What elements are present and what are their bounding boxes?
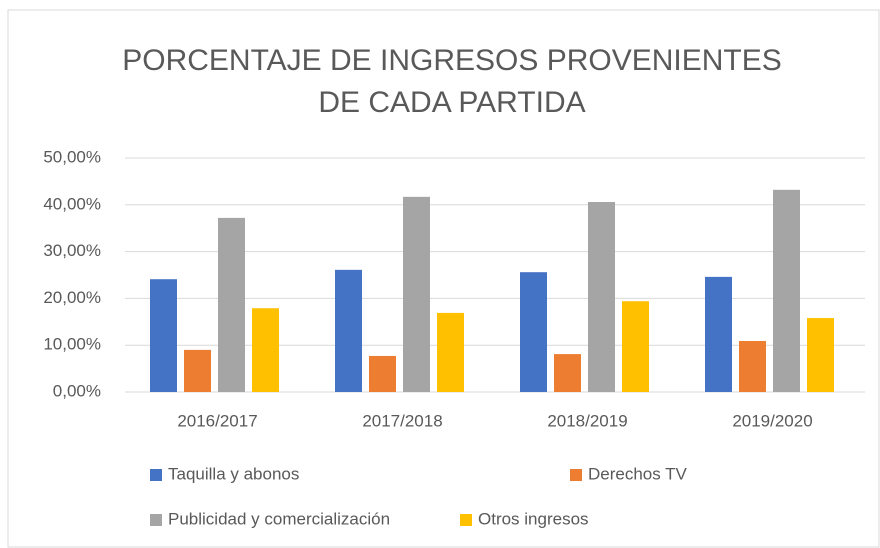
- legend-swatch: [460, 514, 472, 526]
- y-tick-label: 10,00%: [43, 335, 101, 354]
- legend-label: Derechos TV: [588, 464, 688, 483]
- bar: [403, 196, 430, 392]
- y-tick-label: 0,00%: [53, 381, 101, 400]
- bar: [807, 318, 834, 392]
- x-tick-label: 2016/2017: [177, 411, 257, 430]
- bar: [218, 217, 245, 392]
- legend-swatch: [570, 469, 582, 481]
- bar: [369, 355, 396, 392]
- bar: [184, 349, 211, 392]
- x-tick-label: 2018/2019: [547, 411, 627, 430]
- legend-swatch: [150, 469, 162, 481]
- legend-label: Taquilla y abonos: [168, 464, 299, 483]
- bar: [705, 276, 732, 392]
- x-tick-label: 2017/2018: [362, 411, 442, 430]
- bar: [739, 340, 766, 392]
- chart-title: DE CADA PARTIDA: [318, 86, 585, 119]
- bar: [520, 272, 547, 392]
- bar: [437, 312, 464, 392]
- legend-label: Otros ingresos: [478, 509, 589, 528]
- bar: [335, 269, 362, 392]
- bar: [150, 279, 177, 392]
- bar: [773, 189, 800, 392]
- legend-label: Publicidad y comercialización: [168, 509, 390, 528]
- legend-swatch: [150, 514, 162, 526]
- chart-border: [7, 9, 880, 548]
- chart-title: PORCENTAJE DE INGRESOS PROVENIENTES: [122, 44, 782, 77]
- bar: [252, 308, 279, 392]
- y-tick-label: 20,00%: [43, 288, 101, 307]
- y-tick-label: 40,00%: [43, 194, 101, 213]
- bar: [622, 301, 649, 392]
- x-tick-label: 2019/2020: [732, 411, 812, 430]
- bar: [588, 201, 615, 392]
- y-tick-label: 30,00%: [43, 241, 101, 260]
- y-tick-label: 50,00%: [43, 147, 101, 166]
- bar: [554, 354, 581, 392]
